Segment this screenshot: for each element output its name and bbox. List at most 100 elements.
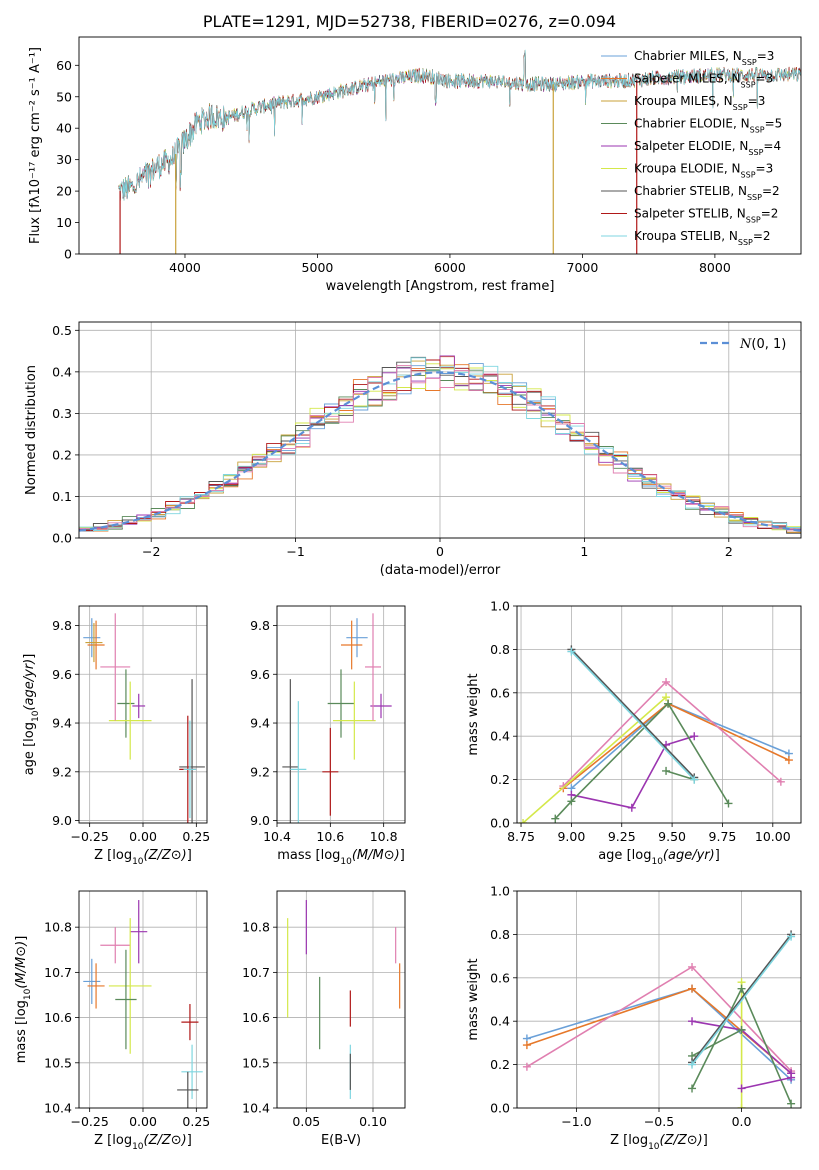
mass-weight-marker <box>662 677 671 686</box>
y-tick-label: 0.0 <box>52 531 72 546</box>
y-tick-label: 20 <box>56 184 72 199</box>
y-tick-label: 10.4 <box>44 1101 72 1116</box>
mass-weight-line <box>665 770 695 781</box>
legend-label: Kroupa ELODIE, NSSP=3 <box>634 162 773 180</box>
y-tick-label: 0.8 <box>490 642 510 657</box>
y-tick-label: 0.2 <box>490 772 510 787</box>
x-tick-label: 10.4 <box>263 829 291 844</box>
y-axis-label: mass weight <box>466 673 481 755</box>
y-tick-label: 9.4 <box>250 716 270 731</box>
y-tick-label: 0.3 <box>52 406 72 421</box>
y-tick-label: 0.4 <box>490 1014 510 1029</box>
residuals-plot-area <box>79 355 801 534</box>
mass-weight-line <box>741 1076 792 1090</box>
mass-weight-line <box>554 702 730 820</box>
axes-frame <box>276 890 406 1109</box>
legend-label: Kroupa STELIB, NSSP=2 <box>634 229 771 247</box>
y-axis-label: Normed distribution <box>24 365 39 495</box>
y-tick-label: 10 <box>56 215 72 230</box>
x-tick-label: 5000 <box>302 260 334 275</box>
legend-label: Salpeter STELIB, NSSP=2 <box>634 207 778 225</box>
y-tick-label: 10.6 <box>242 1010 270 1025</box>
age_vs_mass-plot-area <box>282 613 392 823</box>
x-axis-label: E(B-V) <box>321 1133 361 1148</box>
axes-frame <box>78 36 802 255</box>
mass-weight-marker <box>737 1104 746 1108</box>
x-tick-label: 0.05 <box>292 1114 320 1129</box>
legend-label: Salpeter MILES, NSSP=3 <box>634 72 773 90</box>
y-tick-label: 30 <box>56 152 72 167</box>
x-tick-label: 0.25 <box>182 1114 210 1129</box>
spectrum-line <box>118 49 801 201</box>
axes-frame <box>276 605 406 824</box>
x-tick-label: 9.50 <box>658 829 686 844</box>
y-tick-label: 1.0 <box>490 599 510 614</box>
x-axis-label: mass [log10(M/M⊙)] <box>277 848 405 867</box>
mass-weight-marker <box>688 1084 697 1093</box>
y-tick-label: 0.6 <box>490 685 510 700</box>
y-tick-label: 9.6 <box>52 667 72 682</box>
mass-weight-marker <box>737 1084 746 1093</box>
mass-weight-marker <box>662 766 671 775</box>
y-tick-label: 9.0 <box>52 813 72 828</box>
x-tick-label: −1.0 <box>561 1114 591 1129</box>
mass-weight-marker <box>776 777 785 786</box>
mass-weight-marker <box>627 803 636 812</box>
mass-weight-marker <box>724 799 733 808</box>
y-tick-label: 10.8 <box>44 920 72 935</box>
x-tick-label: 0.25 <box>182 829 210 844</box>
axes-frame <box>78 321 802 539</box>
y-axis-label: mass weight <box>466 958 481 1040</box>
y-tick-label: 0.6 <box>490 970 510 985</box>
legend-label: N(0, 1) <box>739 337 786 352</box>
y-tick-label: 9.8 <box>52 618 72 633</box>
mass-weight-marker <box>522 1041 531 1050</box>
y-tick-label: 0.5 <box>52 323 72 338</box>
x-tick-label: 7000 <box>567 260 599 275</box>
y-axis-label: mass [log10(M/M⊙)] <box>14 936 33 1064</box>
y-tick-label: 50 <box>56 89 72 104</box>
x-tick-label: 9.00 <box>557 829 585 844</box>
x-tick-label: 8000 <box>699 260 731 275</box>
mass-weight-marker <box>567 647 576 656</box>
y-tick-label: 0.1 <box>52 489 72 504</box>
x-tick-label: 1 <box>580 544 588 559</box>
y-tick-label: 60 <box>56 58 72 73</box>
mass-weight-marker <box>690 732 699 741</box>
axes-frame <box>516 890 802 1109</box>
figure-title: PLATE=1291, MJD=52738, FIBERID=0276, z=0… <box>202 12 617 31</box>
mass-weight-line <box>570 651 695 781</box>
axes-frame <box>78 605 208 824</box>
x-tick-label: 9.25 <box>608 829 636 844</box>
x-tick-label: −2 <box>142 544 160 559</box>
y-tick-label: 40 <box>56 121 72 136</box>
legend-label: Chabrier ELODIE, NSSP=5 <box>634 117 782 135</box>
spectrum-plot-area <box>118 49 801 254</box>
legend-label: Kroupa MILES, NSSP=3 <box>634 94 765 112</box>
x-axis-label: wavelength [Angstrom, rest frame] <box>326 279 555 294</box>
y-tick-label: 10.5 <box>44 1055 72 1070</box>
mass-weight-marker <box>737 1025 746 1034</box>
mass_weight_vs_Z-panel: −1.0 −0.5 0.0 0.0 0.2 0.4 0.6 0.8 1.0 Z [log10(Z/… <box>466 884 802 1152</box>
x-axis-label: Z [log10(Z/Z⊙)] <box>610 1133 708 1152</box>
axes-frame <box>78 890 208 1109</box>
axes-frame <box>516 605 802 824</box>
x-tick-label: 8.75 <box>507 829 535 844</box>
mass-weight-marker <box>688 962 697 971</box>
y-tick-label: 0.4 <box>490 729 510 744</box>
mass_vs_ebv-panel: 0.05 0.10 10.4 10.5 10.6 10.7 10.8 E(B-V) <box>242 890 406 1148</box>
y-tick-label: 10.5 <box>242 1055 270 1070</box>
mass-weight-line <box>571 735 695 809</box>
y-tick-label: 9.2 <box>52 764 72 779</box>
mass_weight_vs_age-panel: 8.75 9.00 9.25 9.50 9.75 10.00 0.0 0.2 0.4 0.6 0.8… <box>466 599 802 867</box>
x-axis-label: Z [log10(Z/Z⊙)] <box>94 1133 192 1152</box>
spectrum-panel: 4000 5000 6000 7000 8000 0 10 20 30 40 50 60 Chabrie… <box>28 36 802 294</box>
x-tick-label: 0.00 <box>129 1114 157 1129</box>
mass-weight-marker <box>519 819 528 823</box>
normal-curve <box>79 371 801 532</box>
residual-histogram <box>79 357 801 531</box>
y-tick-label: 0.0 <box>490 816 510 831</box>
x-tick-label: 10.8 <box>370 829 398 844</box>
x-tick-label: −0.25 <box>71 829 109 844</box>
